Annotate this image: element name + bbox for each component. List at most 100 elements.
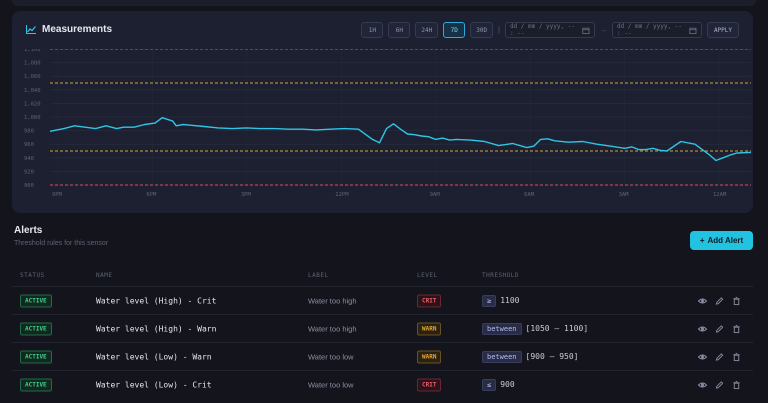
table-row[interactable]: ACTIVE Water level (High) - Warn Water too… (12, 314, 753, 342)
alerts-table-header: STATUS NAME LABEL LEVEL THRESHOLD (12, 270, 753, 284)
x-tick-label: 3PM (241, 192, 252, 198)
alert-name: Water level (Low) - Crit (96, 380, 212, 389)
threshold-operator: between (482, 350, 522, 363)
x-tick-label: 9AM (430, 192, 441, 198)
plus-icon: + (699, 236, 705, 245)
line-chart-icon (26, 25, 36, 34)
apply-button[interactable]: APPLY (706, 22, 739, 38)
measurements-chart[interactable]: 1,100 1,080 1,060 1,040 1,020 1,000 980 960 940 9… (24, 49, 752, 213)
toggle-visibility-icon[interactable] (698, 380, 707, 389)
level-badge: WARN (417, 350, 442, 363)
threshold-operator: ≥ (482, 294, 497, 307)
y-tick-label: 960 (24, 142, 34, 148)
status-badge: ACTIVE (20, 294, 52, 307)
edit-icon[interactable] (715, 380, 724, 389)
alert-label: Water too high (308, 296, 357, 305)
column-name: NAME (96, 272, 113, 279)
alert-name: Water level (High) - Warn (96, 324, 217, 333)
alert-label: Water too high (308, 324, 357, 333)
threshold-cell: between [1050 – 1100] (482, 322, 589, 335)
x-tick-label: 3AM (619, 192, 630, 198)
row-actions (698, 296, 741, 305)
column-level: LEVEL (417, 272, 438, 279)
threshold-cell: ≥1100 (482, 294, 520, 307)
level-badge: CRIT (417, 294, 442, 307)
delete-icon[interactable] (732, 324, 741, 333)
threshold-value: [900 – 950] (525, 352, 579, 361)
edit-icon[interactable] (715, 324, 724, 333)
x-tick-label: 9PM (52, 192, 63, 198)
x-tick-label: 6PM (146, 192, 157, 198)
delete-icon[interactable] (732, 296, 741, 305)
row-actions (698, 352, 741, 361)
alert-label: Water too low (308, 352, 354, 361)
y-tick-label: 900 (24, 183, 34, 189)
series-line (49, 116, 752, 162)
table-row[interactable]: ACTIVE Water level (High) - Crit Water too… (12, 286, 753, 314)
column-threshold: THRESHOLD (482, 272, 520, 279)
status-badge: ACTIVE (20, 350, 52, 363)
y-tick-label: 1,020 (24, 101, 41, 107)
column-status: STATUS (20, 272, 45, 279)
threshold-value: [1050 – 1100] (525, 324, 589, 333)
y-tick-label: 1,040 (24, 88, 41, 94)
alert-name: Water level (Low) - Warn (96, 352, 212, 361)
measurements-panel: Measurements 1H 6H 24H 7D 30D | dd / mm … (12, 11, 753, 213)
date-separator: → (599, 26, 607, 34)
threshold-operator: ≤ (482, 378, 497, 391)
add-alert-button[interactable]: + Add Alert (690, 231, 753, 250)
date-to-placeholder: dd / mm / yyyy, -- : -- (616, 23, 682, 37)
y-tick-label: 980 (24, 129, 34, 135)
column-label: LABEL (308, 272, 329, 279)
alert-label: Water too low (308, 380, 354, 389)
x-tick-label: 12AM (713, 192, 727, 198)
threshold-value: 900 (500, 380, 515, 389)
delete-icon[interactable] (732, 380, 741, 389)
y-tick-label: 920 (24, 169, 34, 175)
range-7d-button[interactable]: 7D (443, 22, 466, 38)
edit-icon[interactable] (715, 352, 724, 361)
range-6h-button[interactable]: 6H (388, 22, 411, 38)
measurements-header: Measurements (26, 24, 112, 35)
date-from-placeholder: dd / mm / yyyy, -- : -- (509, 23, 575, 37)
range-30d-button[interactable]: 30D (470, 22, 494, 38)
x-tick-label: 12PM (335, 192, 349, 198)
date-from-input[interactable]: dd / mm / yyyy, -- : -- (504, 22, 595, 38)
table-row[interactable]: ACTIVE Water level (Low) - Crit Water too … (12, 370, 753, 398)
level-badge: CRIT (417, 378, 442, 391)
threshold-cell: ≤900 (482, 378, 515, 391)
add-alert-label: Add Alert (707, 236, 744, 245)
y-tick-label: 1,100 (24, 49, 41, 53)
measurements-title: Measurements (42, 24, 113, 35)
alert-name: Water level (High) - Crit (96, 296, 217, 305)
range-1h-button[interactable]: 1H (361, 22, 384, 38)
y-tick-label: 1,080 (24, 61, 41, 67)
y-tick-label: 940 (24, 156, 34, 162)
range-24h-button[interactable]: 24H (415, 22, 439, 38)
y-tick-label: 1,060 (24, 74, 41, 80)
level-badge: WARN (417, 322, 442, 335)
y-tick-label: 1,000 (24, 115, 41, 121)
row-actions (698, 380, 741, 389)
toggle-visibility-icon[interactable] (698, 352, 707, 361)
alerts-subtitle: Threshold rules for this sensor (14, 240, 109, 247)
threshold-operator: between (482, 322, 522, 335)
toggle-visibility-icon[interactable] (698, 296, 707, 305)
alerts-title: Alerts (14, 225, 43, 236)
edit-icon[interactable] (715, 296, 724, 305)
calendar-icon (689, 27, 697, 34)
range-toolbar: 1H 6H 24H 7D 30D | dd / mm / yyyy, -- : … (361, 22, 739, 38)
threshold-cell: between [900 – 950] (482, 350, 579, 363)
row-actions (698, 324, 741, 333)
previous-panel-edge (12, 0, 756, 6)
toolbar-divider: | (498, 26, 500, 34)
toggle-visibility-icon[interactable] (698, 324, 707, 333)
threshold-value: 1100 (500, 296, 520, 305)
delete-icon[interactable] (732, 352, 741, 361)
table-row[interactable]: ACTIVE Water level (Low) - Warn Water too … (12, 342, 753, 370)
status-badge: ACTIVE (20, 322, 52, 335)
status-badge: ACTIVE (20, 378, 52, 391)
calendar-icon (582, 27, 590, 34)
date-to-input[interactable]: dd / mm / yyyy, -- : -- (611, 22, 702, 38)
x-tick-label: 6AM (524, 192, 535, 198)
